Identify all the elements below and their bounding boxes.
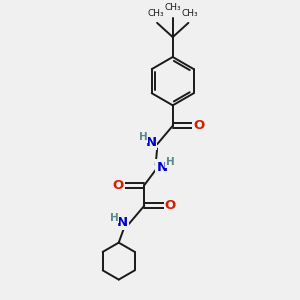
- Text: H: H: [110, 213, 118, 223]
- Text: O: O: [165, 199, 176, 212]
- Text: O: O: [112, 179, 124, 192]
- Text: CH₃: CH₃: [148, 9, 164, 18]
- Text: H: H: [166, 158, 174, 167]
- Text: CH₃: CH₃: [181, 9, 198, 18]
- Text: N: N: [117, 216, 128, 229]
- Text: N: N: [156, 160, 167, 173]
- Text: H: H: [139, 133, 147, 142]
- Text: O: O: [193, 119, 205, 132]
- Text: N: N: [145, 136, 156, 148]
- Text: CH₃: CH₃: [164, 2, 181, 11]
